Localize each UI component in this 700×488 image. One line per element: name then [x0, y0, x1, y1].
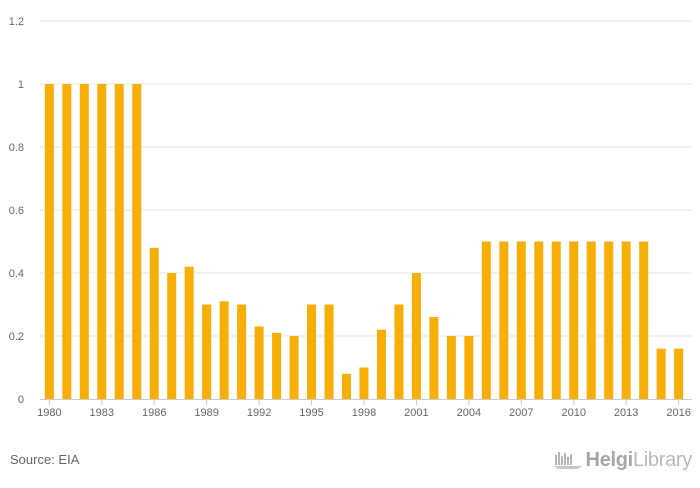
bar-1993: [272, 332, 282, 399]
bar-1996: [324, 304, 334, 399]
y-tick-label: 1.2: [9, 16, 24, 28]
bar-2013: [621, 241, 631, 399]
bar-2009: [551, 241, 561, 399]
bar-2016: [674, 348, 684, 399]
bar-2000: [394, 304, 404, 399]
bar-2012: [604, 241, 614, 399]
bar-1998: [359, 367, 369, 399]
bar-1997: [342, 373, 351, 399]
library-icon: [553, 452, 582, 469]
x-tick-label: 1986: [142, 407, 166, 419]
brand-name-light: Library: [632, 449, 692, 471]
x-tick-label: 2010: [561, 407, 585, 419]
bar-1987: [167, 273, 177, 399]
y-tick-label: 0.4: [9, 268, 24, 280]
bar-2008: [534, 241, 544, 399]
labels-layer: 0 0.2 0.4 0.6 0.8 1 1.2 1980 1983 1986 1989 1992 199…: [9, 16, 691, 419]
x-tick-label: 1983: [90, 407, 114, 419]
bar-2006: [499, 241, 509, 399]
x-tick-label: 1998: [352, 407, 376, 419]
y-tick-label: 0.8: [9, 142, 24, 154]
bar-1983: [97, 84, 107, 399]
brand-name: HelgiLibrary: [585, 448, 693, 472]
bar-1990: [219, 301, 229, 399]
brand-name-strong: Helgi: [585, 449, 634, 471]
x-tick-label: 1995: [299, 407, 323, 419]
bar-1980: [44, 84, 54, 399]
x-tick-label: 1980: [37, 407, 61, 419]
x-tick-label: 2016: [666, 407, 690, 419]
y-tick-label: 0: [18, 394, 24, 406]
bar-1991: [237, 304, 247, 399]
source-label: Source: EIA: [10, 452, 80, 467]
x-tick-label: 2007: [509, 407, 533, 419]
x-tick-label: 2001: [404, 407, 428, 419]
y-tick-label: 0.2: [9, 331, 24, 343]
bar-1984: [114, 84, 124, 399]
bar-1982: [79, 84, 89, 399]
x-tick-label: 2004: [457, 407, 481, 419]
bars-layer: [44, 84, 684, 399]
bar-1995: [307, 304, 317, 399]
bar-2010: [569, 241, 579, 399]
bar-2014: [639, 241, 649, 399]
bar-1988: [184, 266, 194, 399]
bar-2001: [411, 273, 421, 399]
y-tick-label: 1: [18, 79, 24, 91]
bar-2007: [516, 241, 526, 399]
bar-2011: [586, 241, 596, 399]
bar-2005: [481, 241, 491, 399]
x-tick-label: 1992: [247, 407, 271, 419]
grid-layer: [40, 20, 692, 337]
bar-2002: [429, 317, 439, 399]
bar-1994: [289, 336, 299, 399]
bar-2003: [446, 336, 456, 399]
bar-1999: [376, 329, 386, 399]
brand-logo: HelgiLibrary: [553, 448, 693, 472]
y-tick-label: 0.6: [9, 205, 24, 217]
bar-2004: [464, 336, 474, 399]
bar-1986: [149, 247, 159, 399]
bar-1985: [132, 84, 142, 399]
x-tick-label: 2013: [614, 407, 638, 419]
bar-2015: [656, 348, 666, 399]
bar-1992: [254, 326, 264, 399]
bar-1981: [62, 84, 72, 399]
axis-layer: [40, 399, 692, 405]
x-tick-label: 1989: [194, 407, 218, 419]
bar-1989: [202, 304, 212, 399]
